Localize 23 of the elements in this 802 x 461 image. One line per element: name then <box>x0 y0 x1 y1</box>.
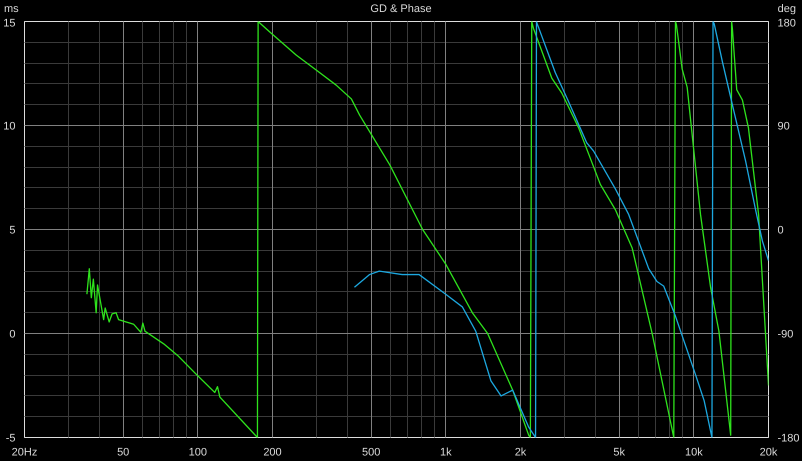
y2-tick-label: 90 <box>778 120 790 132</box>
y2-axis-title: deg <box>778 2 796 17</box>
x-tick-label: 200 <box>263 446 282 458</box>
x-tick-label: 20k <box>760 446 778 458</box>
y2-tick-label: -90 <box>778 328 794 340</box>
y2-tick-label: 0 <box>778 224 784 236</box>
y2-tick-label: -180 <box>778 432 800 444</box>
x-tick-label: 100 <box>188 446 208 458</box>
x-tick-label: 50 <box>117 446 130 458</box>
y-tick-label: 10 <box>3 120 16 132</box>
y-axis-title: ms <box>4 2 19 17</box>
x-tick-label: 10k <box>684 446 704 458</box>
x-tick-label: 5k <box>613 446 626 458</box>
y2-tick-label: 180 <box>778 18 796 30</box>
y-tick-label: 5 <box>9 224 16 236</box>
y-tick-label: 15 <box>3 18 16 30</box>
x-tick-label: 2k <box>514 446 527 458</box>
x-tick-label: 500 <box>362 446 380 458</box>
y-tick-label: -5 <box>6 432 16 444</box>
y-tick-label: 0 <box>9 328 16 340</box>
x-tick-label: 1k <box>440 446 452 458</box>
chart-title: GD & Phase <box>370 3 432 15</box>
x-tick-label: 20Hz <box>12 446 38 458</box>
